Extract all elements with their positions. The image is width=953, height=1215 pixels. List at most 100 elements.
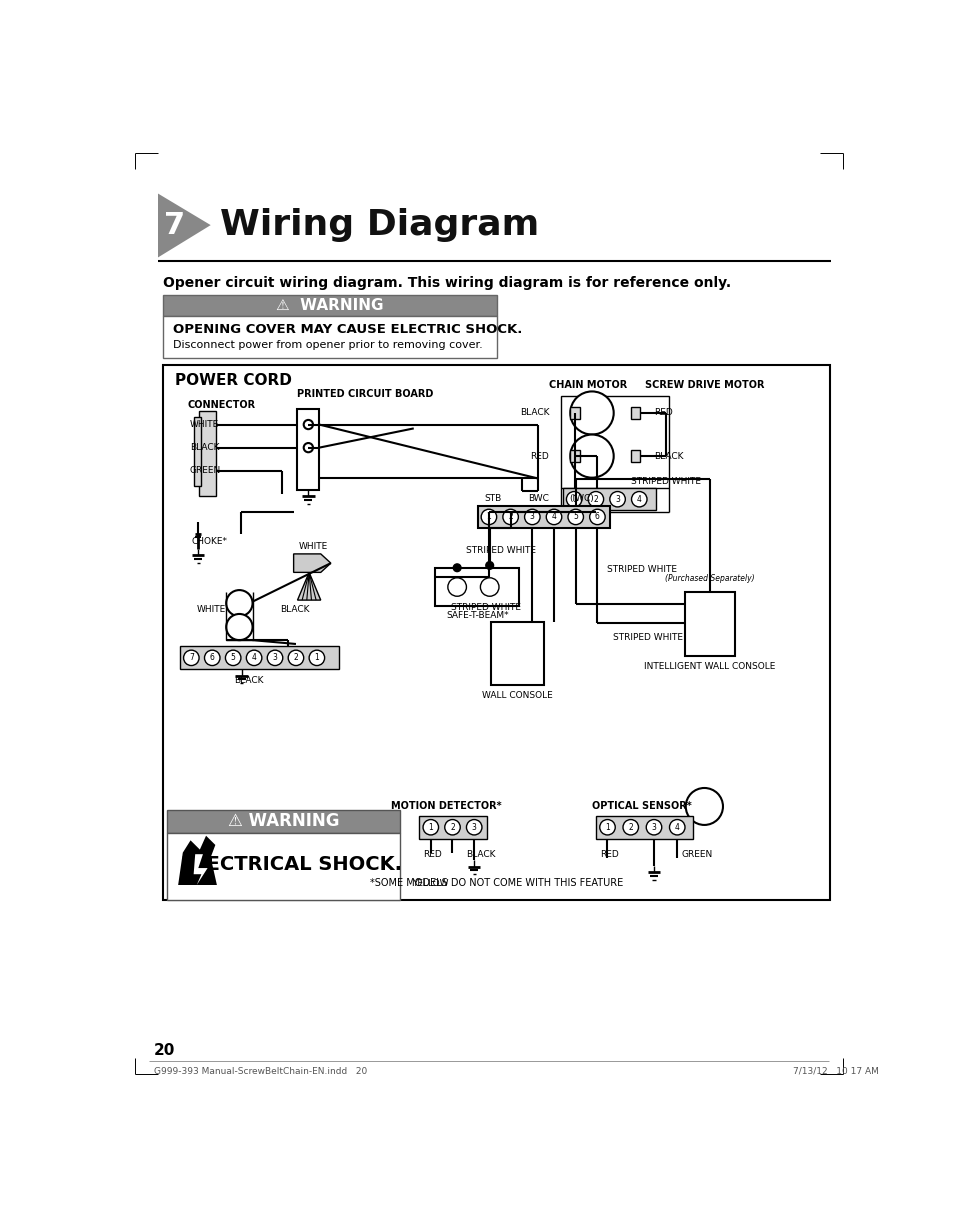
Text: 1: 1 xyxy=(604,823,609,832)
Text: BLACK: BLACK xyxy=(465,849,495,859)
Text: WHITE: WHITE xyxy=(196,605,226,614)
Bar xyxy=(167,832,399,900)
Circle shape xyxy=(444,820,459,835)
Circle shape xyxy=(267,650,282,666)
Text: *SOME MODELS DO NOT COME WITH THIS FEATURE: *SOME MODELS DO NOT COME WITH THIS FEATU… xyxy=(370,878,622,888)
Text: BLACK: BLACK xyxy=(654,452,682,460)
Text: 3: 3 xyxy=(273,654,277,662)
Text: 4: 4 xyxy=(674,823,679,832)
Polygon shape xyxy=(297,572,320,600)
Circle shape xyxy=(303,443,313,452)
Text: STRIPED WHITE: STRIPED WHITE xyxy=(466,547,536,555)
Text: ⚠ WARNING: ⚠ WARNING xyxy=(228,812,339,830)
Polygon shape xyxy=(158,193,211,258)
Bar xyxy=(477,507,609,527)
Text: YELLOW: YELLOW xyxy=(412,878,449,888)
Circle shape xyxy=(570,435,613,477)
Text: BLACK: BLACK xyxy=(233,677,263,685)
Circle shape xyxy=(546,509,561,525)
Circle shape xyxy=(485,561,493,570)
Text: 20: 20 xyxy=(154,1042,175,1058)
Text: SCREW DRIVE MOTOR: SCREW DRIVE MOTOR xyxy=(644,379,763,390)
Text: (Purchased Separately): (Purchased Separately) xyxy=(664,573,754,583)
Text: Wiring Diagram: Wiring Diagram xyxy=(220,208,538,242)
Text: 7: 7 xyxy=(164,210,186,239)
Text: ⚠  WARNING: ⚠ WARNING xyxy=(276,298,383,312)
Text: RED: RED xyxy=(599,849,618,859)
Text: CHAIN MOTOR: CHAIN MOTOR xyxy=(548,379,626,390)
Text: 3: 3 xyxy=(529,513,535,521)
Circle shape xyxy=(303,420,313,429)
Circle shape xyxy=(524,509,539,525)
Text: 2: 2 xyxy=(593,495,598,504)
Text: 3: 3 xyxy=(472,823,476,832)
Text: RED: RED xyxy=(530,452,549,460)
Text: Disconnect power from opener prior to removing cover.: Disconnect power from opener prior to re… xyxy=(172,340,482,350)
Circle shape xyxy=(480,578,498,597)
Text: WHITE: WHITE xyxy=(190,420,219,429)
Text: 1: 1 xyxy=(428,823,433,832)
Text: 6: 6 xyxy=(595,513,599,521)
Text: 6: 6 xyxy=(210,654,214,662)
Text: BWC: BWC xyxy=(528,495,549,503)
Text: RED: RED xyxy=(654,408,672,418)
Circle shape xyxy=(599,820,615,835)
Text: (IWC): (IWC) xyxy=(569,495,594,503)
Bar xyxy=(435,567,518,606)
Text: 7/13/12   10 17 AM: 7/13/12 10 17 AM xyxy=(793,1067,879,1075)
Circle shape xyxy=(685,789,722,825)
Bar xyxy=(163,366,829,900)
Text: INTELLIGENT WALL CONSOLE: INTELLIGENT WALL CONSOLE xyxy=(643,662,775,671)
Circle shape xyxy=(453,564,460,571)
Text: 1: 1 xyxy=(571,495,576,504)
Text: MOTION DETECTOR*: MOTION DETECTOR* xyxy=(391,802,501,812)
Circle shape xyxy=(447,578,466,597)
Circle shape xyxy=(183,650,199,666)
Text: RED: RED xyxy=(422,849,441,859)
Bar xyxy=(596,815,692,838)
Bar xyxy=(560,396,669,488)
Circle shape xyxy=(226,590,253,616)
Bar xyxy=(297,409,319,490)
Text: OPENING COVER MAY CAUSE ELECTRIC SHOCK.: OPENING COVER MAY CAUSE ELECTRIC SHOCK. xyxy=(172,322,521,335)
Circle shape xyxy=(589,509,604,525)
Bar xyxy=(163,295,497,316)
Circle shape xyxy=(288,650,303,666)
Text: OPTICAL SENSOR*: OPTICAL SENSOR* xyxy=(592,802,692,812)
Text: 1: 1 xyxy=(486,513,491,521)
Circle shape xyxy=(422,820,438,835)
Text: ELECTRICAL SHOCK.: ELECTRICAL SHOCK. xyxy=(181,855,401,875)
Bar xyxy=(163,316,497,358)
Bar xyxy=(562,488,655,510)
Text: 3: 3 xyxy=(651,823,656,832)
Text: BLACK: BLACK xyxy=(279,605,309,614)
Text: 2: 2 xyxy=(450,823,455,832)
Text: SAFE-T-BEAM*: SAFE-T-BEAM* xyxy=(445,611,508,620)
Text: 3: 3 xyxy=(615,495,619,504)
Text: 4: 4 xyxy=(637,495,641,504)
Text: 1: 1 xyxy=(314,654,319,662)
Circle shape xyxy=(246,650,261,666)
Text: STRIPED WHITE: STRIPED WHITE xyxy=(607,565,677,573)
Circle shape xyxy=(669,820,684,835)
Bar xyxy=(684,593,735,656)
Text: WHITE: WHITE xyxy=(298,542,327,550)
Bar xyxy=(630,407,639,419)
Circle shape xyxy=(587,492,603,507)
Text: STB: STB xyxy=(484,495,501,503)
Text: G999-393 Manual-ScrewBeltChain-EN.indd   20: G999-393 Manual-ScrewBeltChain-EN.indd 2… xyxy=(154,1067,367,1075)
Polygon shape xyxy=(294,554,331,572)
Circle shape xyxy=(622,820,638,835)
Polygon shape xyxy=(178,836,216,885)
Circle shape xyxy=(609,492,624,507)
Text: 5: 5 xyxy=(573,513,578,521)
Text: 7: 7 xyxy=(189,654,193,662)
Text: GREEN: GREEN xyxy=(680,849,712,859)
Circle shape xyxy=(502,509,517,525)
Text: PRINTED CIRCUIT BOARD: PRINTED CIRCUIT BOARD xyxy=(297,389,434,399)
Text: 4: 4 xyxy=(252,654,256,662)
Circle shape xyxy=(567,509,583,525)
Bar xyxy=(179,646,338,669)
Text: 4: 4 xyxy=(551,513,556,521)
Bar xyxy=(491,622,543,685)
